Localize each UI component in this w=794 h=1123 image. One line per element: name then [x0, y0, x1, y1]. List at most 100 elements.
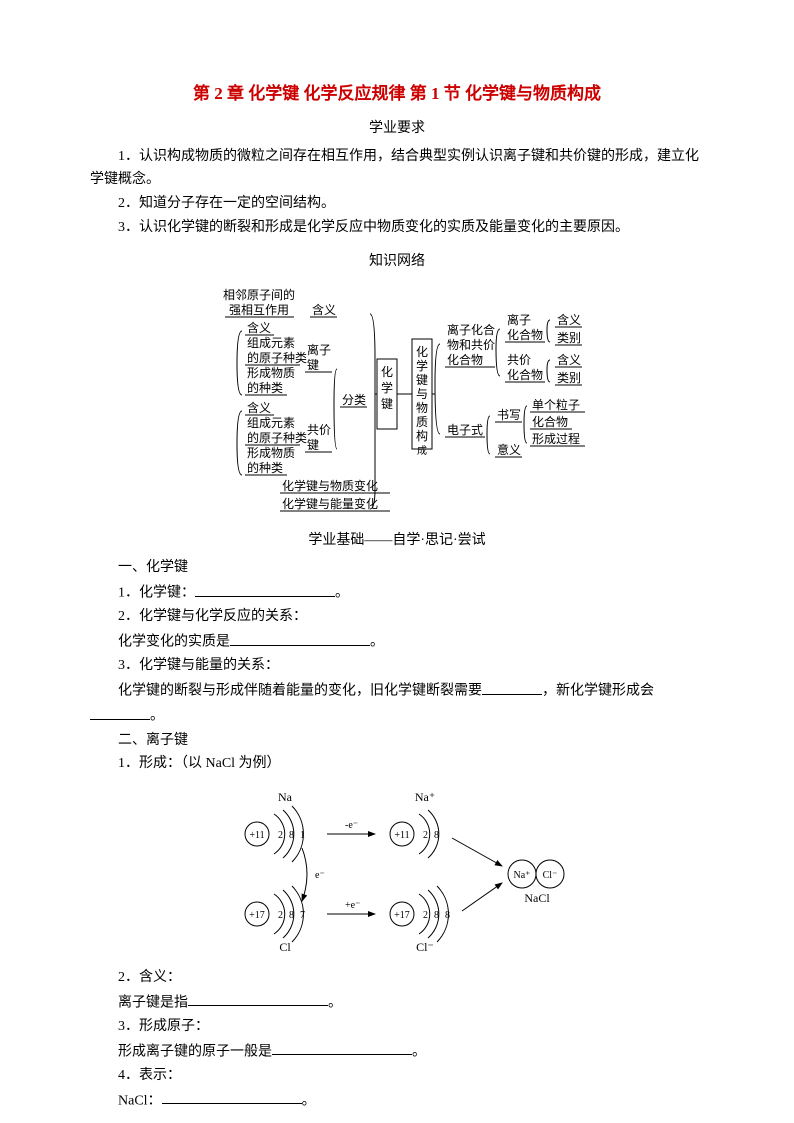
blank-6: [272, 1039, 412, 1055]
svg-text:+e⁻: +e⁻: [345, 900, 360, 911]
basis-heading: 学业基础——自学·思记·尝试: [90, 529, 704, 553]
svg-text:+17: +17: [394, 910, 410, 921]
svg-text:的种类: 的种类: [247, 380, 283, 395]
s2-line6: 4．表示：: [90, 1064, 704, 1088]
svg-text:含义: 含义: [247, 400, 271, 415]
svg-text:形成物质: 形成物质: [247, 366, 295, 380]
s2-l7-text: NaCl：: [118, 1093, 162, 1108]
req-item-3: 3．认识化学键的断裂和形成是化学反应中物质变化的实质及能量变化的主要原因。: [90, 216, 704, 240]
svg-text:键: 键: [381, 397, 393, 411]
s2-line4: 3．形成原子：: [90, 1015, 704, 1039]
s1-l3-text: 化学变化的实质是: [118, 635, 230, 650]
svg-text:7: 7: [300, 910, 305, 921]
s2-line7: NaCl： 。: [90, 1088, 704, 1113]
blank-5: [188, 990, 328, 1006]
svg-text:化合物: 化合物: [507, 327, 543, 342]
svg-text:Na⁺: Na⁺: [514, 870, 531, 881]
s2-l3-text: 离子键是指: [118, 995, 188, 1010]
s1-line1: 1．化学键： 。: [90, 580, 704, 605]
svg-text:学: 学: [381, 380, 393, 395]
svg-text:电子式: 电子式: [447, 423, 483, 437]
s2-line3: 离子键是指 。: [90, 990, 704, 1015]
svg-text:Na: Na: [278, 790, 293, 804]
svg-text:Cl⁻: Cl⁻: [416, 940, 434, 954]
svg-text:+11: +11: [394, 830, 409, 841]
blank-7: [162, 1088, 302, 1104]
svg-text:物和共价: 物和共价: [447, 338, 495, 352]
svg-text:含义: 含义: [247, 320, 271, 335]
svg-text:成: 成: [417, 445, 427, 457]
svg-text:8: 8: [445, 910, 450, 921]
svg-text:构: 构: [416, 428, 428, 443]
svg-text:2: 2: [278, 910, 283, 921]
s2-heading: 二、离子键: [90, 729, 704, 753]
svg-text:化合物: 化合物: [447, 352, 483, 367]
nacl-formation-diagram: Na +11 2 8 1 Cl +17 2 8 7 e⁻ -e⁻ +e⁻ Na⁺…: [197, 786, 597, 956]
blank-4: [90, 703, 150, 719]
s1-l6-end: 。: [150, 709, 164, 724]
svg-text:含义: 含义: [557, 352, 581, 367]
blank-2: [230, 629, 370, 645]
svg-text:2: 2: [423, 910, 428, 921]
svg-text:Cl: Cl: [279, 940, 291, 954]
s2-line1: 1．形成：（以 NaCl 为例）: [90, 752, 704, 776]
svg-text:2: 2: [423, 830, 428, 841]
svg-text:的原子种类: 的原子种类: [247, 430, 307, 445]
svg-text:强相互作用: 强相互作用: [229, 303, 289, 317]
svg-text:物: 物: [416, 401, 428, 415]
svg-text:-e⁻: -e⁻: [345, 820, 358, 831]
svg-text:e⁻: e⁻: [315, 870, 325, 881]
s1-l3-end: 。: [370, 635, 384, 650]
svg-text:键: 键: [307, 438, 319, 452]
svg-text:NaCl: NaCl: [524, 891, 550, 905]
s1-heading: 一、化学键: [90, 556, 704, 580]
svg-text:相邻原子间的: 相邻原子间的: [223, 287, 295, 302]
s2-l7-end: 。: [302, 1093, 316, 1108]
s2-line5: 形成离子键的原子一般是。: [90, 1039, 704, 1064]
svg-text:共价: 共价: [307, 423, 331, 437]
s2-l5-text: 形成离子键的原子一般是: [118, 1044, 272, 1059]
svg-text:单个粒子: 单个粒子: [532, 397, 580, 412]
svg-text:分类: 分类: [342, 393, 366, 407]
blank-1: [195, 580, 335, 596]
svg-text:化合物: 化合物: [507, 367, 543, 382]
svg-text:8: 8: [434, 830, 439, 841]
page-title: 第 2 章 化学键 化学反应规律 第 1 节 化学键与物质构成: [90, 80, 704, 109]
svg-text:共价: 共价: [507, 353, 531, 367]
s1-l1-end: 。: [335, 586, 349, 601]
svg-text:离子化合: 离子化合: [447, 322, 495, 337]
svg-text:离子: 离子: [307, 342, 331, 357]
svg-text:8: 8: [289, 830, 294, 841]
network-heading: 知识网络: [90, 250, 704, 274]
s1-line6: 。: [90, 703, 704, 728]
svg-text:形成物质: 形成物质: [247, 446, 295, 460]
blank-3: [482, 678, 542, 694]
svg-text:键: 键: [307, 358, 319, 372]
svg-text:化学键与能量变化: 化学键与能量变化: [282, 496, 378, 511]
svg-text:8: 8: [434, 910, 439, 921]
svg-text:的种类: 的种类: [247, 460, 283, 475]
knowledge-network-diagram: 相邻原子间的 强相互作用 含义 含义 组成元素 的原子种类 形成物质 的种类 离…: [187, 284, 607, 519]
svg-text:含义: 含义: [312, 302, 336, 317]
svg-text:组成元素: 组成元素: [247, 416, 295, 430]
s1-l1-text: 1．化学键：: [118, 586, 195, 601]
svg-text:+17: +17: [249, 910, 265, 921]
svg-text:2: 2: [278, 830, 283, 841]
svg-text:Cl⁻: Cl⁻: [543, 870, 558, 881]
req-heading: 学业要求: [90, 117, 704, 141]
svg-text:化: 化: [381, 365, 393, 379]
svg-text:形成过程: 形成过程: [532, 431, 580, 446]
s2-l3-end: 。: [328, 995, 342, 1010]
svg-text:类别: 类别: [557, 371, 581, 385]
s1-line4: 3．化学键与能量的关系：: [90, 654, 704, 678]
svg-text:书写: 书写: [497, 408, 521, 422]
s1-line2: 2．化学键与化学反应的关系：: [90, 605, 704, 629]
svg-text:学: 学: [416, 358, 428, 373]
svg-text:离子: 离子: [507, 312, 531, 327]
svg-text:含义: 含义: [557, 312, 581, 327]
svg-text:8: 8: [289, 910, 294, 921]
svg-text:+11: +11: [249, 830, 264, 841]
s1-l5b: ，新化学键形成会: [542, 684, 654, 699]
s1-line5: 化学键的断裂与形成伴随着能量的变化，旧化学键断裂需要 ，新化学键形成会: [90, 678, 704, 703]
s1-l5a: 化学键的断裂与形成伴随着能量的变化，旧化学键断裂需要: [118, 684, 482, 699]
